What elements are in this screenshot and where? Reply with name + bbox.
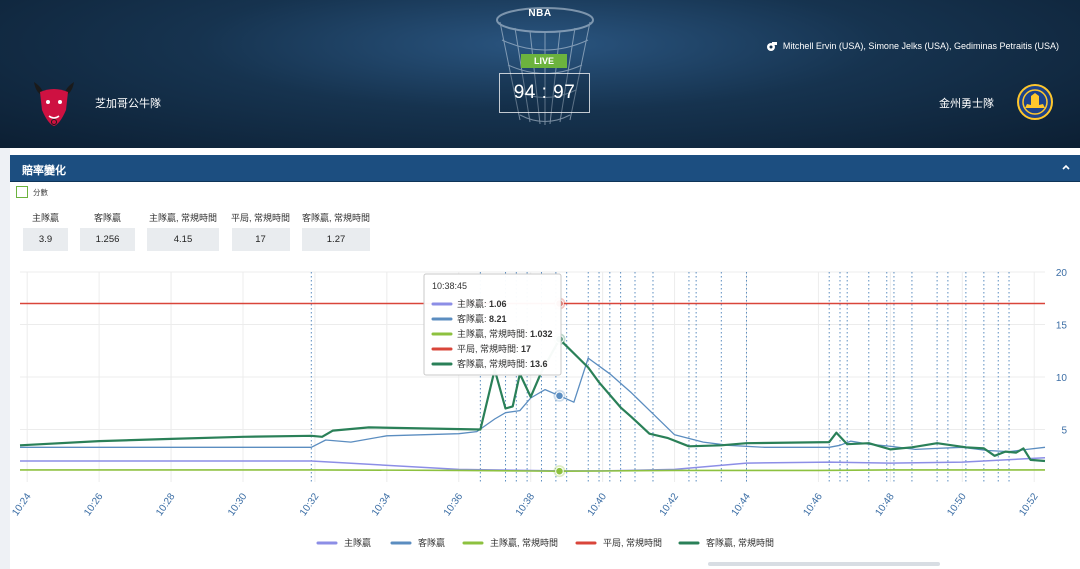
score-toggle-label: 分數 (33, 187, 48, 197)
score-toggle[interactable]: 分數 (16, 186, 48, 198)
legend-label: 主隊贏 (344, 537, 371, 548)
tooltip-row-value: 1.032 (530, 329, 553, 339)
tooltip-row-value: 8.21 (489, 314, 507, 324)
legend-label: 平局, 常規時間 (603, 537, 662, 548)
x-tick-label: 10:52 (1017, 491, 1041, 518)
tooltip-row: 客隊贏, 常規時間: 13.6 (457, 358, 548, 369)
horizontal-scrollbar[interactable] (708, 562, 940, 566)
tooltip-row: 主隊贏, 常規時間: 1.032 (457, 328, 553, 339)
odds-item: 客隊贏 1.256 (80, 211, 135, 251)
left-edge (0, 148, 10, 569)
odds-value[interactable]: 1.256 (80, 228, 135, 251)
legend-item[interactable]: 主隊贏 (316, 537, 371, 548)
series-line (20, 469, 1045, 472)
tooltip-row-label: 主隊贏: (457, 298, 489, 309)
hover-point (555, 466, 564, 476)
odds-item: 平局, 常規時間 17 (231, 211, 290, 251)
tooltip-row-label: 客隊贏, 常規時間: (457, 358, 530, 369)
tooltip-time: 10:38:45 (432, 281, 467, 291)
referees-text: Mitchell Ervin (USA), Simone Jelks (USA)… (782, 41, 1059, 51)
legend-item[interactable]: 客隊贏, 常規時間 (678, 537, 774, 548)
x-tick-label: 10:34 (370, 491, 394, 518)
warriors-logo-icon (1017, 84, 1053, 120)
away-team-name[interactable]: 金州勇士隊 (939, 98, 994, 110)
tooltip-row: 平局, 常規時間: 17 (457, 343, 531, 354)
whistle-icon (766, 42, 777, 51)
x-tick-label: 10:32 (298, 491, 322, 518)
chevron-up-icon[interactable] (1060, 161, 1072, 173)
series-line (20, 457, 1046, 472)
y-tick-label: 10 (1056, 373, 1068, 384)
x-tick-label: 10:42 (658, 491, 682, 518)
basketball-net-graphic (496, 7, 594, 125)
odds-item: 客隊贏, 常規時間 1.27 (302, 211, 370, 251)
legend-label: 主隊贏, 常規時間 (490, 537, 558, 548)
x-tick-label: 10:30 (226, 491, 250, 518)
x-tick-label: 10:38 (514, 491, 538, 518)
panel-title: 賠率變化 (22, 165, 66, 177)
x-tick-label: 10:36 (442, 491, 466, 518)
tooltip-row-label: 客隊贏: (457, 313, 489, 324)
series-line (20, 357, 1046, 453)
odds-label: 主隊贏, 常規時間 (148, 213, 217, 223)
odds-value[interactable]: 3.9 (23, 228, 68, 251)
odds-label: 客隊贏 (93, 213, 121, 223)
odds-item: 主隊贏, 常規時間 4.15 (147, 211, 219, 251)
odds-value[interactable]: 1.27 (302, 228, 371, 251)
y-tick-label: 5 (1061, 426, 1067, 437)
league-label: NBA (528, 8, 552, 19)
odds-panel-header[interactable]: 賠率變化 (10, 155, 1080, 182)
x-tick-label: 10:24 (10, 491, 34, 518)
odds-label: 平局, 常規時間 (231, 213, 291, 223)
x-tick-label: 10:44 (730, 491, 754, 518)
odds-label: 主隊贏 (31, 213, 59, 223)
odds-value[interactable]: 4.15 (147, 228, 219, 251)
live-badge: LIVE (521, 54, 567, 68)
odds-history-chart[interactable]: 10:24 10:26 10:28 10:30 10:32 10:34 10:36 10:38… (0, 262, 1080, 569)
tooltip-row: 主隊贏: 1.06 (457, 298, 507, 309)
legend-item[interactable]: 主隊贏, 常規時間 (462, 537, 558, 548)
tooltip-box (423, 273, 562, 376)
tooltip-row-value: 1.06 (489, 299, 507, 309)
bulls-logo-icon (34, 82, 74, 126)
hover-point (555, 391, 564, 401)
tooltip-row: 客隊贏: 8.21 (457, 313, 507, 324)
tooltip-row-label: 主隊贏, 常規時間: (457, 328, 530, 339)
legend-item[interactable]: 平局, 常規時間 (575, 537, 662, 548)
score-checkbox[interactable] (16, 186, 28, 198)
x-tick-label: 10:40 (586, 491, 610, 518)
tooltip-row-value: 17 (521, 344, 531, 354)
odds-label: 客隊贏, 常規時間 (302, 213, 371, 223)
y-tick-label: 15 (1056, 321, 1068, 332)
x-tick-label: 10:26 (82, 491, 106, 518)
x-tick-label: 10:50 (945, 491, 969, 518)
x-tick-label: 10:46 (802, 491, 826, 518)
score-display: 94 : 97 (499, 73, 590, 113)
y-tick-label: 20 (1056, 268, 1068, 279)
x-tick-label: 10:48 (873, 491, 897, 518)
odds-summary: 主隊贏 3.9 客隊贏 1.256 主隊贏, 常規時間 4.15 平局, 常規時… (23, 211, 370, 251)
tooltip-row-label: 平局, 常規時間: (457, 343, 521, 354)
series-line (19, 338, 1046, 463)
tooltip-row-value: 13.6 (530, 359, 548, 369)
referees: Mitchell Ervin (USA), Simone Jelks (USA)… (766, 40, 1059, 52)
match-header: NBA LIVE 94 : 97 Mitchell Ervin (USA), S… (0, 0, 1080, 148)
odds-value[interactable]: 17 (231, 228, 290, 251)
legend-label: 客隊贏 (418, 537, 445, 548)
home-team-name[interactable]: 芝加哥公牛隊 (95, 98, 161, 110)
legend-item[interactable]: 客隊贏 (390, 537, 445, 548)
legend-label: 客隊贏, 常規時間 (706, 537, 774, 548)
x-tick-label: 10:28 (154, 491, 178, 518)
odds-item: 主隊贏 3.9 (23, 211, 68, 251)
